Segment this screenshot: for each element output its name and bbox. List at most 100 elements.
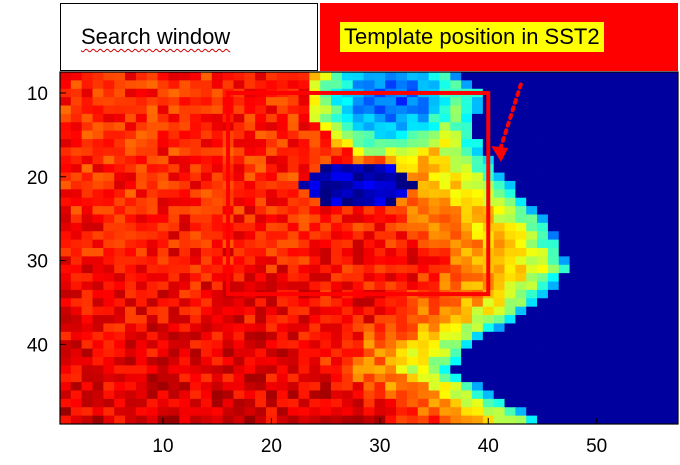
heatmap-cell xyxy=(493,130,505,140)
heatmap-cell xyxy=(428,348,440,358)
heatmap-cell xyxy=(363,340,375,349)
heatmap-cell xyxy=(526,231,538,241)
heatmap-cell xyxy=(439,390,451,400)
heatmap-cell xyxy=(428,147,440,157)
heatmap-cell xyxy=(60,189,72,199)
heatmap-cell xyxy=(558,147,570,157)
heatmap-cell xyxy=(103,289,115,299)
heatmap-cell xyxy=(580,214,592,224)
heatmap-cell xyxy=(60,206,72,215)
heatmap-cell xyxy=(667,231,678,241)
heatmap-cell xyxy=(656,298,668,308)
heatmap-cell xyxy=(439,273,451,282)
heatmap-cell xyxy=(656,398,668,408)
heatmap-cell xyxy=(547,139,560,148)
heatmap-cell xyxy=(602,273,614,282)
heatmap-cell xyxy=(341,197,354,207)
heatmap-cell xyxy=(352,348,364,358)
heatmap-cell xyxy=(461,281,473,291)
heatmap-cell xyxy=(363,315,375,324)
heatmap-cell xyxy=(450,407,462,417)
heatmap-cell xyxy=(146,331,158,341)
heatmap-cell xyxy=(135,214,148,224)
heatmap-cell xyxy=(146,97,158,106)
heatmap-cell xyxy=(352,273,364,282)
heatmap-cell xyxy=(526,281,538,291)
heatmap-cell xyxy=(70,323,83,333)
heatmap-cell xyxy=(298,222,310,232)
heatmap-cell xyxy=(558,273,570,282)
heatmap-cell xyxy=(179,189,191,199)
heatmap-cell xyxy=(515,340,527,349)
heatmap-cell xyxy=(417,80,430,90)
heatmap-cell xyxy=(81,264,93,274)
heatmap-cell xyxy=(168,172,180,182)
heatmap-cell xyxy=(244,197,256,207)
heatmap-cell xyxy=(547,172,560,182)
heatmap-cell xyxy=(60,273,72,282)
heatmap-cell xyxy=(526,365,538,375)
heatmap-cell xyxy=(623,130,636,140)
heatmap-cell xyxy=(493,373,505,383)
heatmap-cell xyxy=(211,139,224,148)
heatmap-cell xyxy=(255,331,267,341)
heatmap-cell xyxy=(70,281,83,291)
heatmap-cell xyxy=(558,155,570,165)
heatmap-cell xyxy=(179,264,191,274)
heatmap-cell xyxy=(547,97,560,106)
heatmap-cell xyxy=(515,197,527,207)
heatmap-cell xyxy=(320,214,332,224)
heatmap-cell xyxy=(352,147,364,157)
heatmap-cell xyxy=(298,248,310,257)
heatmap-cell xyxy=(331,164,343,173)
heatmap-cell xyxy=(276,390,289,400)
heatmap-cell xyxy=(439,130,451,140)
heatmap-cell xyxy=(428,306,440,316)
heatmap-cell xyxy=(60,390,72,400)
heatmap-cell xyxy=(331,382,343,391)
heatmap-cell xyxy=(341,231,354,241)
heatmap-cell xyxy=(472,197,484,207)
heatmap-cell xyxy=(439,340,451,349)
heatmap-cell xyxy=(667,340,678,349)
heatmap-cell xyxy=(298,390,310,400)
heatmap-cell xyxy=(450,180,462,190)
heatmap-cell xyxy=(612,256,625,266)
heatmap-cell xyxy=(233,273,245,282)
heatmap-cell xyxy=(493,340,505,349)
heatmap-cell xyxy=(331,172,343,182)
heatmap-cell xyxy=(417,356,430,366)
heatmap-cell xyxy=(200,139,213,148)
heatmap-cell xyxy=(591,331,603,341)
heatmap-cell xyxy=(309,164,321,173)
heatmap-cell xyxy=(244,122,256,132)
heatmap-cell xyxy=(634,231,646,241)
heatmap-cell xyxy=(450,231,462,241)
heatmap-cell xyxy=(591,139,603,148)
heatmap-cell xyxy=(667,273,678,282)
heatmap-cell xyxy=(656,105,668,115)
heatmap-cell xyxy=(472,373,484,383)
heatmap-cell xyxy=(298,172,310,182)
heatmap-cell xyxy=(417,273,430,282)
heatmap-cell xyxy=(222,340,234,349)
heatmap-cell xyxy=(233,323,245,333)
heatmap-cell xyxy=(331,80,343,90)
heatmap-cell xyxy=(580,407,592,417)
heatmap-cell xyxy=(363,147,375,157)
heatmap-cell xyxy=(287,298,299,308)
heatmap-cell xyxy=(114,248,126,257)
heatmap-cell xyxy=(461,407,473,417)
heatmap-cell xyxy=(493,172,505,182)
heatmap-cell xyxy=(266,180,278,190)
heatmap-cell xyxy=(450,130,462,140)
heatmap-cell xyxy=(233,382,245,391)
heatmap-cell xyxy=(266,248,278,257)
heatmap-cell xyxy=(547,331,560,341)
heatmap-cell xyxy=(515,88,527,98)
heatmap-cell xyxy=(504,323,516,333)
heatmap-cell xyxy=(504,88,516,98)
heatmap-cell xyxy=(363,172,375,182)
heatmap-cell xyxy=(276,264,289,274)
heatmap-cell xyxy=(656,164,668,173)
